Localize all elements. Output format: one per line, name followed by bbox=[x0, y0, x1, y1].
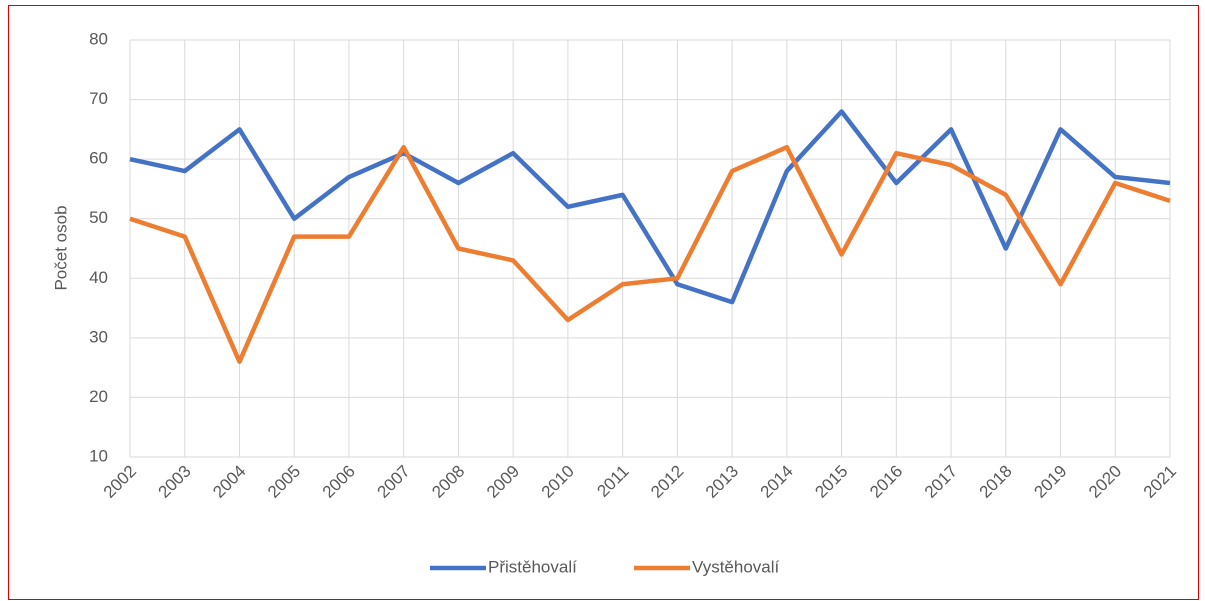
legend-label: Vystěhovalí bbox=[692, 557, 780, 576]
x-tick-label: 2019 bbox=[1030, 462, 1070, 502]
y-tick-label: 80 bbox=[89, 29, 108, 48]
y-axis-title: Počet osob bbox=[51, 205, 70, 290]
x-tick-label: 2009 bbox=[483, 462, 523, 502]
x-tick-label: 2016 bbox=[866, 462, 906, 502]
x-tick-label: 2006 bbox=[319, 462, 359, 502]
x-tick-label: 2013 bbox=[702, 462, 742, 502]
y-tick-label: 50 bbox=[89, 208, 108, 227]
x-tick-label: 2017 bbox=[921, 462, 961, 502]
x-tick-label: 2015 bbox=[811, 462, 851, 502]
legend-label: Přistěhovalí bbox=[488, 557, 577, 576]
x-tick-label: 2002 bbox=[100, 462, 140, 502]
x-tick-label: 2012 bbox=[647, 462, 687, 502]
x-tick-label: 2003 bbox=[155, 462, 195, 502]
x-tick-label: 2004 bbox=[209, 462, 249, 502]
x-tick-label: 2005 bbox=[264, 462, 304, 502]
x-tick-label: 2010 bbox=[538, 462, 578, 502]
x-tick-label: 2020 bbox=[1085, 462, 1125, 502]
x-tick-label: 2021 bbox=[1140, 462, 1180, 502]
y-tick-label: 60 bbox=[89, 149, 108, 168]
y-tick-label: 70 bbox=[89, 89, 108, 108]
y-tick-label: 30 bbox=[89, 327, 108, 346]
y-tick-label: 20 bbox=[89, 387, 108, 406]
x-tick-label: 2014 bbox=[757, 462, 797, 502]
x-tick-label: 2007 bbox=[374, 462, 414, 502]
x-tick-label: 2011 bbox=[593, 462, 632, 501]
line-series bbox=[129, 109, 1171, 305]
x-tick-label: 2018 bbox=[976, 462, 1016, 502]
line-series bbox=[129, 144, 1171, 364]
x-tick-label: 2008 bbox=[428, 462, 468, 502]
y-tick-label: 10 bbox=[89, 446, 108, 465]
frame bbox=[8, 5, 1199, 600]
y-tick-label: 40 bbox=[89, 268, 108, 287]
